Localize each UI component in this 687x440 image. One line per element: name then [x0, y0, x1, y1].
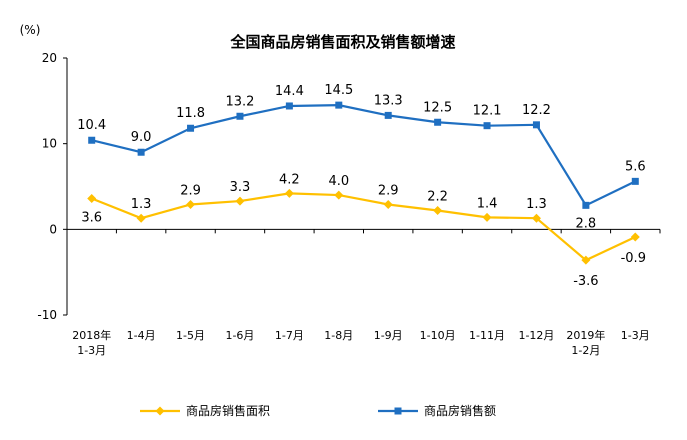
legend-item-amount: 商品房销售额 — [378, 403, 496, 418]
data-point — [334, 190, 344, 200]
data-point — [483, 122, 491, 130]
data-point — [88, 136, 96, 144]
data-label: -0.9 — [621, 251, 646, 266]
data-point — [434, 118, 442, 126]
series-line-amount — [91, 104, 636, 207]
data-label: 13.3 — [374, 93, 403, 108]
x-tick-label: 1-10月 — [420, 329, 456, 342]
data-point — [235, 196, 245, 206]
data-point — [335, 101, 343, 109]
data-label: 5.6 — [625, 159, 646, 174]
data-label: 2.2 — [427, 189, 448, 204]
data-label: 1.3 — [131, 197, 152, 212]
data-label: 2.9 — [180, 183, 201, 198]
data-label: 3.6 — [81, 210, 102, 225]
data-point — [284, 188, 294, 198]
data-point — [581, 255, 591, 265]
data-point — [236, 112, 244, 120]
y-tick-label: -10 — [37, 308, 57, 322]
legend-item-area: 商品房销售面积 — [140, 403, 270, 418]
legend-label: 商品房销售额 — [424, 403, 496, 418]
chart-title: 全国商品房销售面积及销售额增速 — [229, 33, 455, 51]
data-point — [187, 124, 195, 132]
data-label: 14.5 — [324, 83, 353, 98]
data-point — [531, 213, 541, 223]
x-tick-label: 2018年 1-3月 — [72, 328, 111, 357]
legend-marker — [155, 406, 165, 416]
x-tick-label: 1-6月 — [225, 329, 254, 342]
data-point — [186, 199, 196, 209]
y-tick-label: 10 — [42, 137, 57, 151]
y-tick-label: 20 — [42, 51, 57, 65]
legend: 商品房销售面积 商品房销售额 — [140, 403, 496, 418]
legend-marker — [394, 407, 402, 415]
data-label: 12.5 — [423, 100, 452, 115]
data-label: 14.4 — [275, 84, 304, 99]
data-label: 12.1 — [473, 104, 502, 119]
x-tick-label: 1-5月 — [176, 329, 205, 342]
data-point — [137, 148, 145, 156]
data-label: 9.0 — [131, 130, 152, 145]
y-unit-label: (%) — [20, 23, 41, 37]
data-label: 4.2 — [279, 172, 300, 187]
data-label: 2.8 — [576, 216, 597, 231]
x-tick-label: 1-11月 — [469, 329, 505, 342]
data-label: 13.2 — [225, 94, 254, 109]
x-tick-label: 1-4月 — [127, 329, 156, 342]
data-label: 4.0 — [328, 174, 349, 189]
data-point — [136, 213, 146, 223]
data-point — [582, 201, 590, 209]
data-point — [285, 102, 293, 110]
data-point — [433, 205, 443, 215]
y-tick-label: 0 — [49, 222, 57, 236]
data-point — [482, 212, 492, 222]
data-point — [532, 121, 540, 129]
y-axis: 20 10 0 -10 — [37, 51, 68, 322]
data-labels: 3.6 1.3 2.9 3.3 4.2 4.0 2.9 2.2 1.4 1.3 -3.6 -0.9 10… — [77, 83, 646, 289]
x-tick-label: 1-7月 — [275, 329, 304, 342]
data-label: 10.4 — [77, 118, 106, 133]
data-point — [630, 232, 640, 242]
series-line-area — [91, 192, 636, 262]
x-tick-label: 1-3月 — [621, 329, 650, 342]
x-tick-label: 1-8月 — [324, 329, 353, 342]
data-point — [384, 111, 392, 119]
legend-label: 商品房销售面积 — [186, 403, 270, 418]
data-point — [87, 193, 97, 203]
data-label: 1.3 — [526, 197, 547, 212]
data-label: 1.4 — [477, 196, 498, 211]
x-tick-label: 2019年 1-2月 — [566, 328, 605, 357]
data-label: 3.3 — [230, 180, 251, 195]
x-axis: 2018年 1-3月 1-4月 1-5月 1-6月 1-7月 1-8月 1-9月 1-10月 1-… — [66, 228, 661, 357]
x-tick-label: 1-9月 — [374, 329, 403, 342]
data-point — [631, 177, 639, 185]
series-layer — [87, 101, 640, 265]
data-label: 11.8 — [176, 106, 205, 121]
data-label: 12.2 — [522, 103, 551, 118]
data-label: -3.6 — [573, 274, 598, 289]
x-tick-label: 1-12月 — [518, 329, 554, 342]
data-point — [383, 199, 393, 209]
data-label: 2.9 — [378, 183, 399, 198]
